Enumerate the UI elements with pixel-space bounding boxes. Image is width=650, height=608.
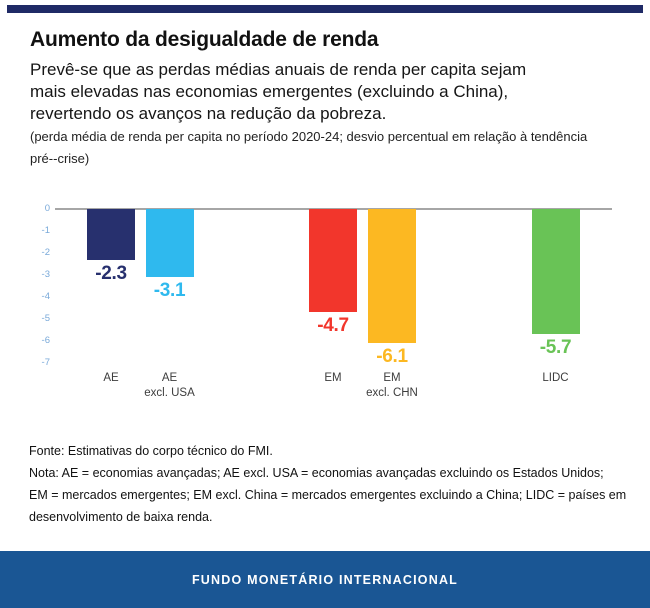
bar-ae (87, 209, 135, 260)
subtitle-line: revertendo os avanços na redução da pobr… (30, 104, 387, 123)
imf-banner-label: FUNDO MONETÁRIO INTERNACIONAL (191, 572, 459, 587)
x-axis-category-label: LIDC (542, 372, 569, 384)
x-axis-category-label: EM excl. CHN (366, 372, 418, 399)
definitions-note-line: EM = mercados emergentes; EM excl. China… (29, 488, 627, 502)
bar-value-label: -6.1 (376, 346, 408, 367)
measure-note-line: pré--crise) (30, 151, 90, 166)
measure-note: (perda média de renda per capita no perí… (30, 126, 630, 170)
footnotes: Fonte: Estimativas do corpo técnico do F… (29, 440, 629, 528)
subtitle-line: mais elevadas nas economias emergentes (… (30, 82, 509, 101)
bar-lidc (531, 209, 580, 334)
x-axis-category-label: AE excl. USA (144, 372, 195, 399)
definitions-note-line: desenvolvimento de baixa renda. (29, 510, 213, 524)
y-axis-tick-label: -1 (41, 225, 50, 236)
y-axis-tick-label: -5 (41, 313, 50, 324)
subtitle-line: Prevê-se que as perdas médias anuais de … (30, 60, 527, 79)
x-axis-category-label: AE (103, 372, 119, 384)
chart-subtitle: Prevê-se que as perdas médias anuais de … (30, 59, 640, 125)
top-accent-bar (7, 5, 643, 13)
bar-em (309, 209, 357, 312)
bar-value-label: -2.3 (95, 263, 127, 284)
y-axis-tick-label: -4 (41, 291, 50, 302)
page-title: Aumento da desigualdade de renda (30, 28, 379, 51)
definitions-note-line: Nota: AE = economias avançadas; AE excl.… (29, 466, 604, 480)
y-axis-tick-label: 0 (44, 203, 50, 214)
imf-banner: FUNDO MONETÁRIO INTERNACIONAL (0, 551, 650, 608)
source-note: Fonte: Estimativas do corpo técnico do F… (29, 444, 273, 458)
bar-em-excl-chn (368, 209, 416, 343)
y-axis-tick-label: -2 (41, 247, 50, 258)
bar-value-label: -4.7 (317, 315, 349, 336)
measure-note-line: (perda média de renda per capita no perí… (30, 129, 588, 144)
bar-value-label: -5.7 (539, 337, 572, 358)
bar-chart: 0 -1 -2 -3 -4 -5 -6 -7 -2.3 AE -3.1 AE excl. USA -4.… (0, 195, 650, 410)
bar-ae-excl-usa (145, 209, 194, 277)
y-axis-tick-label: -7 (41, 357, 50, 368)
x-axis-category-label: EM (324, 372, 342, 384)
bar-value-label: -3.1 (153, 280, 186, 301)
y-axis-tick-label: -3 (41, 269, 50, 280)
y-axis-tick-label: -6 (41, 335, 50, 346)
